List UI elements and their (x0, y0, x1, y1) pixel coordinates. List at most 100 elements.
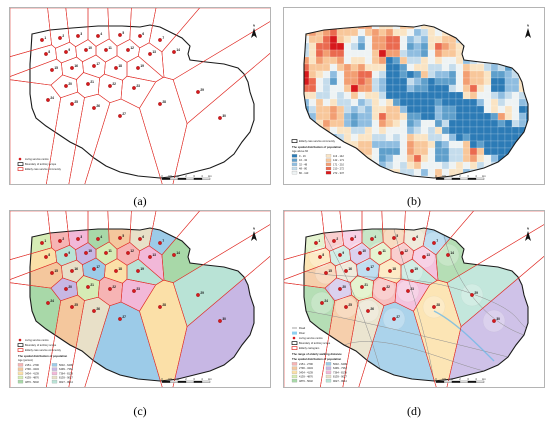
map-b-grid-cell (483, 119, 492, 128)
map-c-cell-fill (30, 262, 63, 289)
map-b-grid-cell (448, 77, 457, 86)
map-d-scale-label: 0 (435, 377, 437, 381)
map-b-legend-class-label: 48 - 80 (299, 167, 308, 171)
map-b-grid-cell (441, 91, 450, 100)
map-b-grid-cell (525, 140, 528, 149)
map-d-centre-label: 10 (362, 249, 366, 253)
map-d-centre-label: 5 (396, 234, 398, 238)
map-b-grid-cell (420, 105, 429, 114)
map-c-service-centre-point (104, 251, 108, 255)
map-b-grid-cell (462, 98, 471, 107)
map-d-legend-class-label: 5632 - 6499 (333, 362, 347, 366)
map-b-grid-cell (455, 140, 464, 149)
map-b-grid-cell (322, 91, 331, 100)
map-b-grid-cell (343, 119, 352, 128)
map-b-grid-cell (525, 70, 528, 79)
map-b-grid-cell (343, 112, 352, 121)
map-b-grid-cell (413, 161, 422, 170)
map-b-grid-cell (497, 140, 506, 149)
map-b-grid-cell (490, 105, 499, 114)
map-d-legend-class-swatch (291, 366, 298, 370)
map-b-grid-cell (490, 154, 499, 163)
map-b-grid-cell (462, 154, 471, 163)
map-b-scale-bar-segment (451, 177, 461, 180)
map-d-legend-class-swatch (325, 362, 332, 366)
map-b-grid-cell (448, 98, 457, 107)
map-b-grid-cell (315, 35, 324, 44)
map-c-centre-label: 21 (90, 283, 94, 287)
map-b-north-arrow-icon (525, 28, 531, 38)
map-d-legend-class-swatch (325, 366, 332, 370)
map-b-scale-bar-segment (459, 177, 469, 180)
map-d-service-centre-point (392, 236, 396, 240)
map-d-scale-bar-segment (459, 380, 469, 383)
map-b-grid-cell (350, 56, 359, 65)
map-c-legend-symbol (18, 338, 22, 342)
map-b-grid-cell (518, 35, 527, 44)
map-b-grid-cell (357, 126, 366, 135)
map-d-service-centre-point (400, 251, 404, 255)
map-b-grid-cell (483, 77, 492, 86)
map-b-grid-cell (448, 126, 457, 135)
map-b-grid-cell (378, 105, 387, 114)
map-b-grid-cell (308, 119, 317, 128)
map-b-grid-cell (497, 119, 506, 128)
map-b-legend-title: Age above 60 (292, 149, 309, 153)
map-b-boundary (303, 24, 529, 179)
map-b-grid-cell (371, 63, 380, 72)
map-b-grid-cell (315, 161, 324, 170)
map-d-legend-class-swatch (291, 379, 298, 383)
map-b-grid-cell (364, 91, 373, 100)
map-b-grid-cell (427, 42, 436, 51)
map-b-grid-cell (476, 84, 485, 93)
map-b-grid-cell (504, 70, 513, 79)
map-b-grid-cell (462, 161, 471, 170)
map-b-grid-cell (364, 42, 373, 51)
map-b-grid-cell (525, 77, 528, 86)
map-b-grid-cell (343, 84, 352, 93)
map-b-grid-cell (378, 168, 387, 177)
map-b-grid-cell (469, 154, 478, 163)
map-c-north-label: N (253, 227, 255, 231)
map-b-grid-cell (357, 84, 366, 93)
map-a-service-centre-point (92, 106, 96, 110)
map-b-grid-cell (392, 91, 401, 100)
map-b-grid-cell (525, 84, 528, 93)
map-b-grid-cell (448, 112, 457, 121)
map-b-grid-cell (525, 168, 528, 177)
map-b-grid-cell (469, 112, 478, 121)
map-b-grid-cell (462, 49, 471, 58)
map-b-grid-cell (511, 161, 520, 170)
map-b-grid-cell (378, 35, 387, 44)
map-c-service-centre-point (70, 269, 74, 273)
map-b-grid-cell (364, 98, 373, 107)
map-d-legend-class-label: 4876 - 5632 (299, 379, 313, 383)
map-b-grid-cell (350, 161, 359, 170)
map-b-grid-cell (490, 175, 499, 178)
map-b-grid-cell (476, 42, 485, 51)
map-d-legend-class-label: 8139 - 9027 (333, 375, 347, 379)
map-b-grid-cell (315, 25, 324, 30)
map-b-grid-cell (483, 126, 492, 135)
map-b-grid-cell (476, 126, 485, 135)
map-b-grid-cell (455, 63, 464, 72)
map-b-grid-cell (385, 154, 394, 163)
map-d-legend-title: The spatial distribution of population (292, 357, 342, 361)
map-a-boundary (29, 24, 255, 179)
map-b-grid-cell (455, 119, 464, 128)
map-b-grid-cell (490, 25, 499, 30)
map-d-service-centre-point (344, 269, 348, 273)
map-b-grid-cell (304, 63, 310, 72)
map-a-voronoi-cell (126, 55, 164, 83)
map-b-grid-cell (385, 70, 394, 79)
map-d-service-centre-point (492, 319, 496, 323)
map-b-grid-cell (483, 154, 492, 163)
map-a-service-centre-point (108, 84, 112, 88)
map-c-service-centre-point (96, 237, 100, 241)
map-d-service-centre-point (410, 269, 414, 273)
map-b-grid-cell (329, 63, 338, 72)
map-b-grid-cell (511, 154, 520, 163)
map-b-grid-cell (385, 56, 394, 65)
map-b-grid-cell (364, 175, 373, 178)
map-b-grid-cell (357, 42, 366, 51)
